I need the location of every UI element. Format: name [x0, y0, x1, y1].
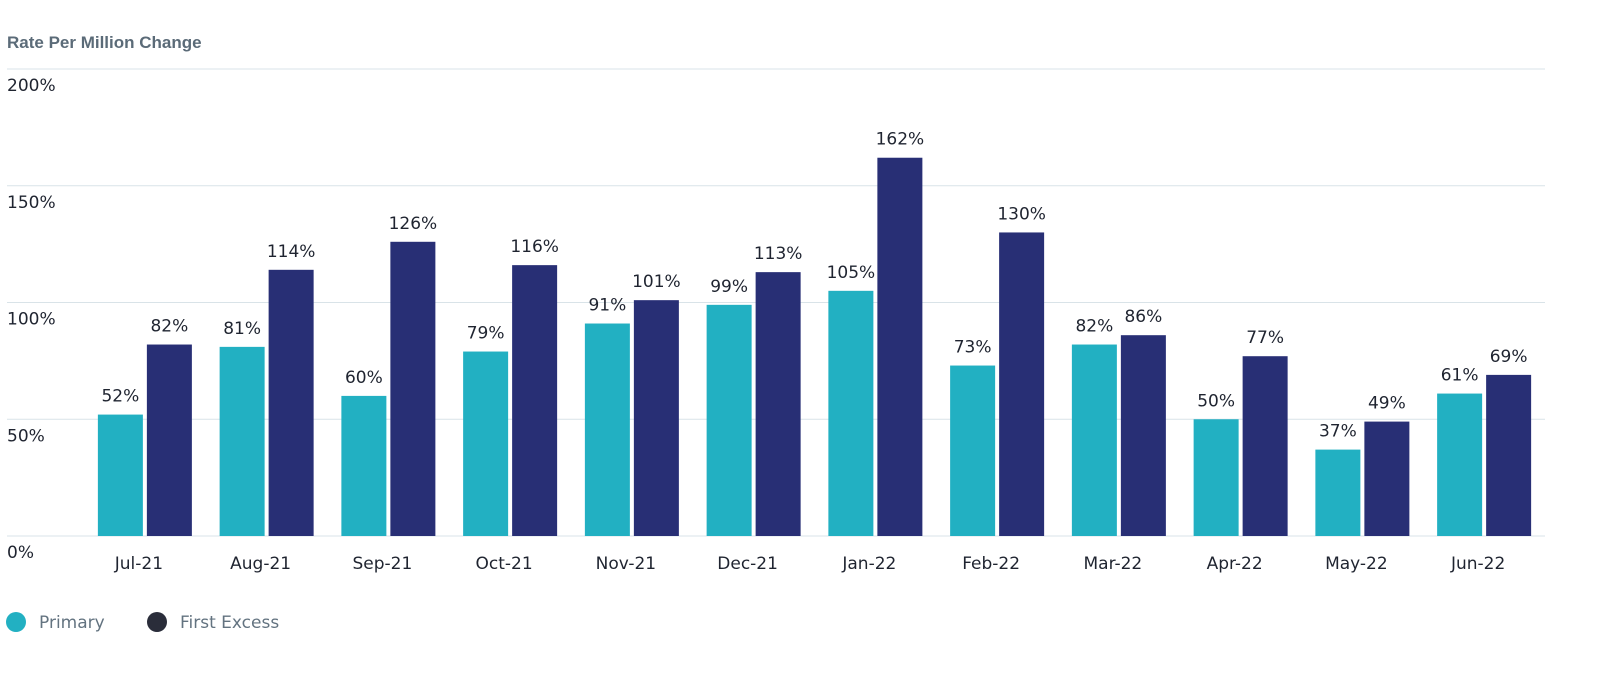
bar-first-excess — [877, 157, 923, 537]
data-label: 50% — [1197, 391, 1235, 411]
data-label: 91% — [588, 296, 626, 316]
data-label: 82% — [150, 317, 188, 337]
data-label: 113% — [754, 244, 803, 264]
legend-item: First Excess — [147, 612, 279, 633]
data-label: 101% — [632, 272, 681, 292]
bar-first-excess — [146, 344, 192, 536]
data-label: 130% — [997, 204, 1046, 224]
x-tick-label: Mar-22 — [1083, 554, 1142, 574]
x-tick-label: Nov-21 — [596, 554, 657, 574]
legend-label: First Excess — [180, 613, 279, 633]
legend-label: Primary — [39, 613, 105, 633]
chart-title: Rate Per Million Change — [7, 33, 202, 52]
data-label: 116% — [510, 237, 559, 257]
x-tick-label: Jan-22 — [841, 554, 896, 574]
data-label: 82% — [1075, 317, 1113, 337]
data-label: 126% — [389, 214, 438, 234]
legend: Primary First Excess — [6, 612, 279, 633]
bar-first-excess — [1120, 335, 1166, 536]
data-label: 49% — [1368, 394, 1406, 414]
bar-first-excess — [1486, 374, 1532, 536]
bar-first-excess — [999, 232, 1045, 536]
data-label: 162% — [876, 130, 925, 150]
data-label: 37% — [1319, 422, 1357, 442]
legend-item: Primary — [6, 612, 105, 633]
bar-first-excess — [390, 241, 436, 537]
bar-primary — [1193, 419, 1239, 536]
y-tick-label: 50% — [7, 426, 45, 446]
x-tick-label: Oct-21 — [476, 554, 533, 574]
bar-primary — [219, 346, 265, 536]
data-label: 77% — [1246, 328, 1284, 348]
bar-first-excess — [755, 272, 801, 536]
data-label: 79% — [467, 324, 505, 344]
data-label: 105% — [827, 263, 876, 283]
x-tick-label: Jul-21 — [114, 554, 163, 574]
x-tick-label: May-22 — [1325, 554, 1388, 574]
legend-swatch-icon — [147, 612, 167, 632]
data-label: 86% — [1124, 307, 1162, 327]
bar-primary — [1071, 344, 1117, 536]
x-tick-label: Feb-22 — [962, 554, 1020, 574]
x-tick-label: Jun-22 — [1450, 554, 1505, 574]
bar-primary — [1315, 449, 1361, 536]
bar-primary — [950, 365, 996, 536]
x-tick-label: Dec-21 — [717, 554, 778, 574]
data-label: 52% — [101, 387, 139, 407]
bar-primary — [341, 395, 387, 536]
bar-primary — [97, 414, 143, 536]
data-label: 69% — [1490, 347, 1528, 367]
y-tick-label: 100% — [7, 310, 56, 330]
bar-first-excess — [268, 269, 314, 536]
y-tick-label: 0% — [7, 543, 34, 563]
bar-first-excess — [633, 300, 679, 536]
x-tick-label: Aug-21 — [230, 554, 291, 574]
bar-primary — [1437, 393, 1483, 536]
bar-primary — [463, 351, 509, 536]
y-tick-label: 150% — [7, 193, 56, 213]
bar-primary — [584, 323, 630, 536]
data-label: 61% — [1441, 366, 1479, 386]
data-label: 73% — [954, 338, 992, 358]
bar-first-excess — [512, 265, 558, 536]
data-label: 81% — [223, 319, 261, 339]
data-label: 60% — [345, 368, 383, 388]
data-label: 114% — [267, 242, 316, 262]
bar-primary — [828, 290, 874, 536]
data-label: 99% — [710, 277, 748, 297]
x-tick-label: Apr-22 — [1207, 554, 1263, 574]
bar-primary — [706, 304, 752, 536]
x-tick-label: Sep-21 — [352, 554, 412, 574]
bar-first-excess — [1242, 356, 1288, 536]
bar-first-excess — [1364, 421, 1410, 536]
legend-swatch-icon — [6, 612, 26, 632]
y-tick-label: 200% — [7, 76, 56, 96]
